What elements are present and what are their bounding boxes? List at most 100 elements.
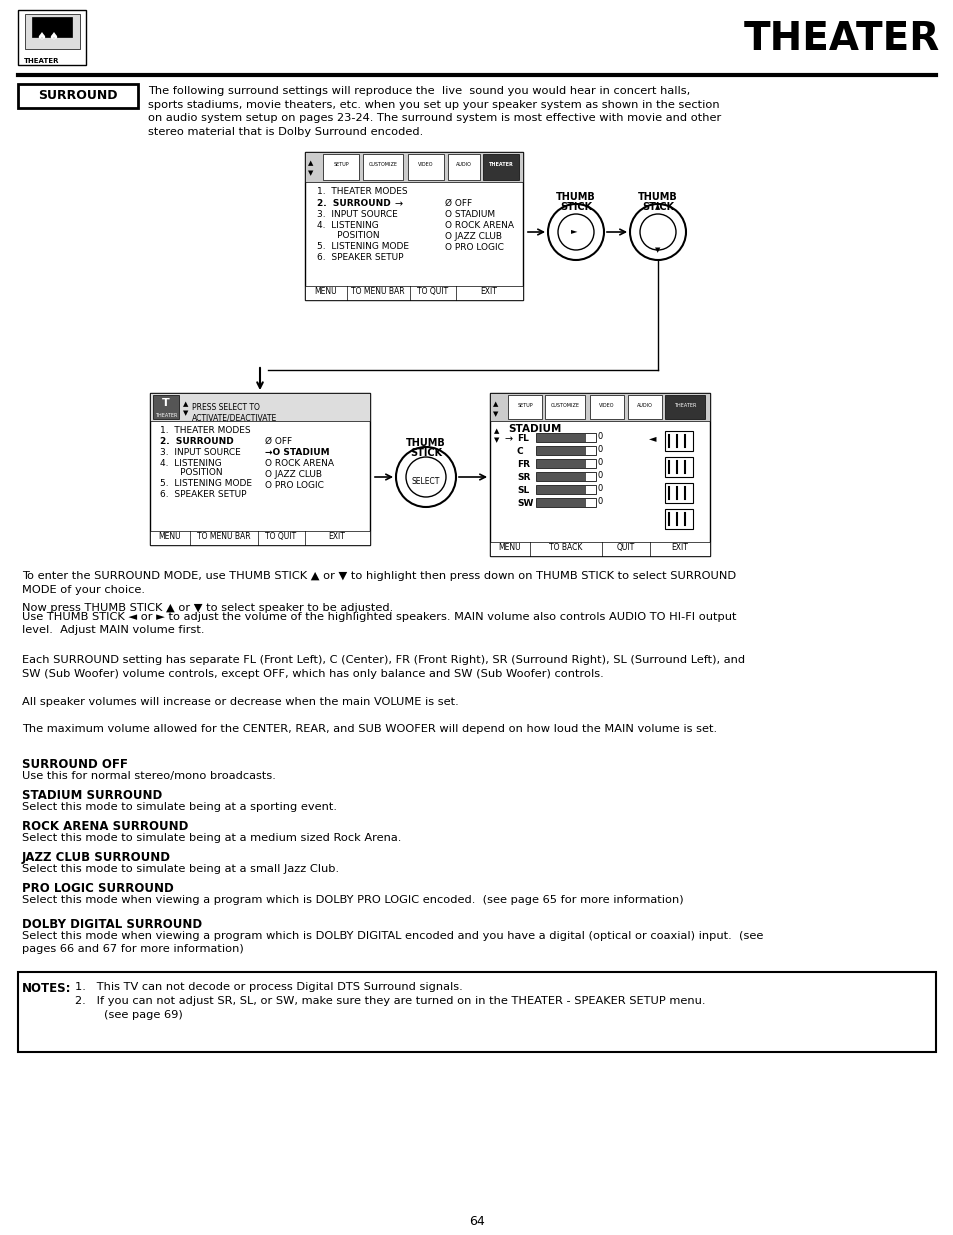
Text: To enter the SURROUND MODE, use THUMB STICK ▲ or ▼ to highlight then press down : To enter the SURROUND MODE, use THUMB ST…	[22, 571, 736, 580]
Text: MENU: MENU	[158, 532, 181, 541]
Bar	[536, 498, 596, 508]
Text: ♠: ♠	[36, 32, 46, 42]
Text: →: →	[504, 433, 513, 445]
Bar	[32, 17, 71, 37]
Bar	[18, 10, 86, 65]
Text: STICK: STICK	[410, 448, 441, 458]
Text: 1.  THEATER MODES: 1. THEATER MODES	[160, 426, 251, 435]
Text: SETUP: SETUP	[517, 403, 533, 408]
Text: STADIUM SURROUND: STADIUM SURROUND	[22, 789, 162, 802]
Text: ▼: ▼	[308, 170, 313, 177]
Text: TO BACK: TO BACK	[549, 543, 582, 552]
Bar	[585, 447, 596, 454]
Text: EXIT: EXIT	[480, 287, 497, 296]
Bar	[664, 457, 692, 477]
Text: Select this mode to simulate being at a sporting event.: Select this mode to simulate being at a …	[22, 802, 336, 811]
Text: O JAZZ CLUB: O JAZZ CLUB	[444, 232, 501, 241]
Text: THUMB: THUMB	[556, 191, 596, 203]
Text: 2.   If you can not adjust SR, SL, or SW, make sure they are turned on in the TH: 2. If you can not adjust SR, SL, or SW, …	[75, 995, 705, 1007]
Text: 0: 0	[598, 471, 602, 480]
Bar	[664, 431, 692, 451]
Text: (see page 69): (see page 69)	[75, 1010, 183, 1020]
Bar	[18, 84, 138, 107]
Text: 0: 0	[598, 496, 602, 506]
Bar	[627, 395, 661, 419]
Text: SR: SR	[517, 473, 530, 482]
Bar	[585, 473, 596, 480]
Text: stereo material that is Dolby Surround encoded.: stereo material that is Dolby Surround e…	[148, 126, 423, 137]
Text: Ø OFF: Ø OFF	[265, 437, 292, 446]
Text: pages 66 and 67 for more information): pages 66 and 67 for more information)	[22, 944, 244, 953]
Text: MENU: MENU	[314, 287, 337, 296]
Text: ►: ►	[570, 226, 577, 235]
Text: SELECT: SELECT	[412, 477, 439, 485]
Text: THEATER: THEATER	[488, 162, 513, 167]
Text: FL: FL	[517, 433, 528, 443]
Text: DOLBY DIGITAL SURROUND: DOLBY DIGITAL SURROUND	[22, 918, 202, 931]
Text: MODE of your choice.: MODE of your choice.	[22, 584, 145, 594]
Bar	[585, 433, 596, 442]
Text: O PRO LOGIC: O PRO LOGIC	[444, 243, 503, 252]
Bar	[585, 459, 596, 468]
Bar	[585, 499, 596, 508]
Text: 0: 0	[598, 458, 602, 467]
Bar	[18, 972, 935, 1052]
Text: →: →	[395, 199, 403, 209]
Text: The maximum volume allowed for the CENTER, REAR, and SUB WOOFER will depend on h: The maximum volume allowed for the CENTE…	[22, 724, 717, 734]
Text: CUSTOMIZE: CUSTOMIZE	[368, 162, 397, 167]
Text: Select this mode to simulate being at a medium sized Rock Arena.: Select this mode to simulate being at a …	[22, 832, 401, 844]
Bar	[664, 509, 692, 529]
Text: AUDIO: AUDIO	[637, 403, 652, 408]
Text: ◄: ◄	[649, 433, 656, 443]
Text: JAZZ CLUB SURROUND: JAZZ CLUB SURROUND	[22, 851, 171, 864]
Text: Select this mode to simulate being at a small Jazz Club.: Select this mode to simulate being at a …	[22, 864, 338, 874]
Text: ▼: ▼	[494, 437, 498, 443]
Text: STADIUM: STADIUM	[507, 424, 560, 433]
Bar	[305, 152, 522, 300]
Text: Select this mode when viewing a program which is DOLBY DIGITAL encoded and you h: Select this mode when viewing a program …	[22, 931, 762, 941]
Text: MENU: MENU	[498, 543, 520, 552]
Text: ▲: ▲	[493, 401, 497, 408]
Text: THUMB: THUMB	[406, 438, 445, 448]
Text: C: C	[517, 447, 523, 456]
Bar	[305, 152, 522, 182]
Bar	[150, 393, 370, 421]
Text: Ø OFF: Ø OFF	[444, 199, 472, 207]
Text: Now press THUMB STICK ▲ or ▼ to select speaker to be adjusted.: Now press THUMB STICK ▲ or ▼ to select s…	[22, 603, 393, 613]
Text: CUSTOMIZE: CUSTOMIZE	[550, 403, 578, 408]
Bar	[152, 395, 179, 419]
Text: 64: 64	[469, 1215, 484, 1228]
Text: SURROUND: SURROUND	[38, 89, 117, 103]
Text: TO MENU BAR: TO MENU BAR	[351, 287, 404, 296]
Text: O ROCK ARENA: O ROCK ARENA	[444, 221, 514, 230]
Bar	[589, 395, 623, 419]
Text: Use this for normal stereo/mono broadcasts.: Use this for normal stereo/mono broadcas…	[22, 771, 275, 781]
Text: SETUP: SETUP	[333, 162, 349, 167]
Text: ▼: ▼	[655, 247, 660, 253]
Bar	[25, 14, 80, 49]
Text: EXIT: EXIT	[671, 543, 688, 552]
Text: THEATER: THEATER	[743, 20, 939, 58]
Bar	[490, 393, 709, 556]
Text: O JAZZ CLUB: O JAZZ CLUB	[265, 471, 322, 479]
Bar	[544, 395, 584, 419]
Text: SW (Sub Woofer) volume controls, except OFF, which has only balance and SW (Sub : SW (Sub Woofer) volume controls, except …	[22, 669, 603, 679]
Text: ACTIVATE/DEACTIVATE: ACTIVATE/DEACTIVATE	[192, 412, 277, 422]
Text: ROCK ARENA SURROUND: ROCK ARENA SURROUND	[22, 820, 188, 832]
Text: 3.  INPUT SOURCE: 3. INPUT SOURCE	[316, 210, 397, 219]
Bar	[305, 287, 522, 300]
Text: 5.  LISTENING MODE: 5. LISTENING MODE	[160, 479, 252, 488]
Text: The following surround settings will reproduce the  live  sound you would hear i: The following surround settings will rep…	[148, 86, 690, 96]
Text: TO QUIT: TO QUIT	[265, 532, 296, 541]
Text: ▲: ▲	[183, 401, 188, 408]
Bar	[150, 531, 370, 545]
Bar	[585, 487, 596, 494]
Text: Each SURROUND setting has separate FL (Front Left), C (Center), FR (Front Right): Each SURROUND setting has separate FL (F…	[22, 655, 744, 664]
Text: sports stadiums, movie theaters, etc. when you set up your speaker system as sho: sports stadiums, movie theaters, etc. wh…	[148, 100, 719, 110]
Text: ▼: ▼	[493, 411, 497, 417]
Text: 5.  LISTENING MODE: 5. LISTENING MODE	[316, 242, 409, 251]
Bar	[536, 459, 596, 468]
Bar	[448, 154, 479, 180]
Text: 6.  SPEAKER SETUP: 6. SPEAKER SETUP	[316, 253, 403, 262]
Bar	[490, 542, 709, 556]
